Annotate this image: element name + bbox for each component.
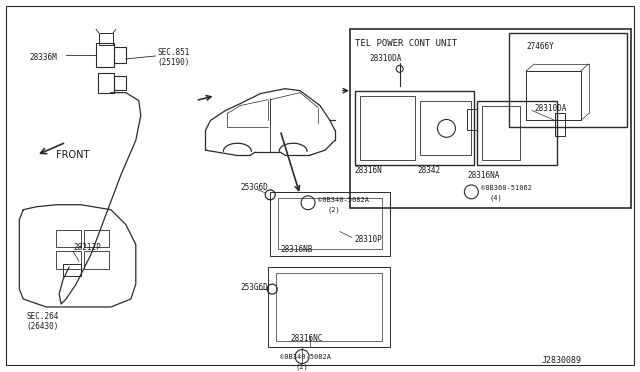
- Bar: [96, 43, 114, 67]
- Bar: [98, 73, 114, 93]
- Bar: [355, 91, 474, 165]
- Text: 28316NC: 28316NC: [290, 334, 323, 343]
- Bar: [509, 33, 627, 127]
- Text: (2): (2): [328, 206, 340, 213]
- Text: 253G6D: 253G6D: [241, 283, 268, 292]
- Text: (2): (2): [295, 363, 308, 370]
- Bar: [63, 264, 81, 276]
- Text: 28336M: 28336M: [29, 54, 57, 62]
- Text: 28212P: 28212P: [73, 243, 101, 252]
- Text: (4): (4): [489, 195, 502, 201]
- Text: 28310P: 28310P: [355, 235, 383, 244]
- Text: SEC.264: SEC.264: [26, 312, 59, 321]
- Bar: [99, 33, 113, 45]
- Text: ©0B340-5082A: ©0B340-5082A: [280, 353, 331, 360]
- Bar: [483, 106, 520, 160]
- Text: 28316NA: 28316NA: [467, 170, 500, 180]
- Bar: [270, 192, 390, 256]
- Bar: [467, 109, 477, 130]
- Text: 28310DA: 28310DA: [370, 54, 402, 64]
- Text: 28316NB: 28316NB: [280, 245, 312, 254]
- Text: ©0B340-5082A: ©0B340-5082A: [318, 197, 369, 203]
- Text: (25190): (25190): [157, 58, 190, 67]
- Bar: [268, 267, 390, 347]
- Text: 27466Y: 27466Y: [526, 42, 554, 51]
- Bar: [114, 47, 126, 63]
- Text: 28316N: 28316N: [355, 166, 383, 174]
- Text: 28310DA: 28310DA: [534, 104, 566, 113]
- Bar: [56, 230, 81, 247]
- Text: ©0B360-51062: ©0B360-51062: [481, 185, 532, 191]
- Bar: [84, 230, 109, 247]
- Bar: [350, 29, 630, 208]
- Bar: [477, 100, 557, 165]
- Text: FRONT: FRONT: [56, 150, 90, 160]
- Text: TEL POWER CONT UNIT: TEL POWER CONT UNIT: [355, 39, 457, 48]
- Bar: [56, 251, 81, 269]
- Bar: [276, 273, 381, 341]
- Bar: [555, 112, 565, 136]
- Bar: [420, 100, 471, 155]
- Text: 28342: 28342: [417, 166, 441, 174]
- Bar: [84, 251, 109, 269]
- Text: SEC.851: SEC.851: [157, 48, 190, 58]
- Bar: [360, 96, 415, 160]
- Bar: [114, 76, 126, 90]
- Text: 253G6D: 253G6D: [241, 183, 268, 192]
- Text: J2830089: J2830089: [541, 356, 581, 365]
- Text: (26430): (26430): [26, 322, 59, 331]
- Bar: [278, 198, 381, 249]
